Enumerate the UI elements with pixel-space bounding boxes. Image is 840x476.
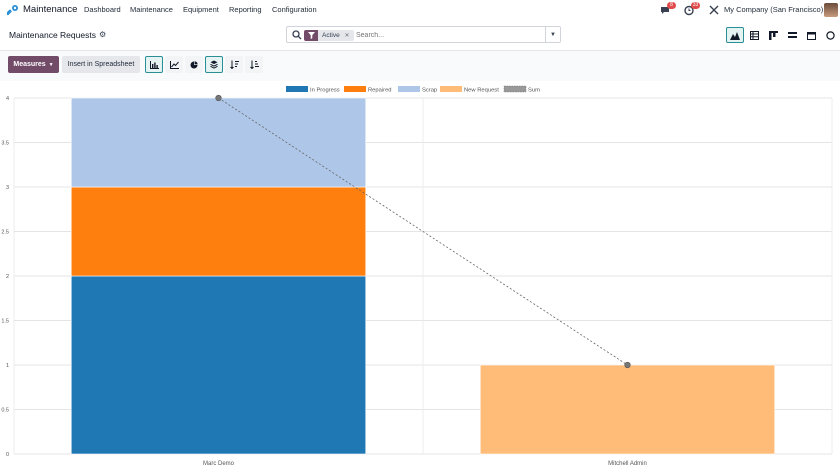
menu-reporting[interactable]: Reporting: [229, 5, 262, 14]
y-tick-label: 1.5: [1, 319, 9, 325]
legend-label: New Request: [464, 88, 499, 94]
chat-icon: [661, 7, 669, 14]
maintenance-app-icon[interactable]: [7, 4, 19, 16]
y-tick-label: 4: [6, 96, 9, 102]
activities-button[interactable]: 33: [684, 2, 700, 18]
user-avatar[interactable]: [824, 3, 838, 17]
legend-label: Sum: [528, 88, 540, 94]
search-options-toggle[interactable]: ▼: [545, 27, 560, 42]
measures-button[interactable]: Measures ▼: [8, 56, 59, 73]
clock-icon: [684, 5, 694, 16]
line-chart-icon: [169, 60, 179, 69]
y-tick-label: 3: [6, 185, 9, 191]
list-icon: [787, 31, 797, 38]
bar-segment: [70, 275, 367, 455]
page-title[interactable]: Maintenance Requests: [9, 30, 96, 40]
y-tick-label: 1: [6, 363, 9, 369]
search-input[interactable]: [356, 30, 541, 40]
filter-facet-label: Active: [322, 32, 340, 39]
search-icon: [292, 30, 302, 40]
sort-ascending-icon: [249, 60, 259, 69]
search-bar[interactable]: Active ✕ ▼: [286, 26, 561, 43]
calendar-icon: [806, 31, 816, 40]
bar-chart-icon: [149, 60, 159, 69]
legend-label: Repaired: [368, 88, 392, 94]
sum-point: [215, 94, 222, 102]
list-view-button[interactable]: [783, 27, 801, 43]
pie-chart-button[interactable]: [185, 56, 203, 73]
tools-icon[interactable]: [709, 5, 719, 15]
pie-chart-icon: [190, 60, 198, 68]
line-chart-button[interactable]: [165, 56, 183, 73]
y-tick-label: 0: [6, 452, 9, 458]
legend-swatch-sum: [503, 85, 527, 93]
legend-swatch: [440, 86, 462, 92]
measures-label: Measures: [13, 61, 46, 68]
area-chart-icon: [730, 31, 740, 40]
gear-icon[interactable]: ⚙: [99, 30, 107, 39]
filter-facet[interactable]: Active ✕: [304, 30, 354, 41]
insert-spreadsheet-label: Insert in Spreadsheet: [67, 61, 135, 68]
menu-equipment[interactable]: Equipment: [183, 5, 219, 14]
sort-ascending-button[interactable]: [245, 56, 263, 73]
x-tick-label: Marc Demo: [203, 461, 235, 467]
x-tick-label: Mitchell Admin: [608, 461, 647, 467]
calendar-view-button[interactable]: [802, 27, 820, 43]
legend-swatch: [398, 86, 420, 92]
sum-line: [218, 97, 628, 366]
insert-spreadsheet-button[interactable]: Insert in Spreadsheet: [62, 56, 140, 73]
menu-maintenance[interactable]: Maintenance: [130, 5, 173, 14]
y-tick-label: 3.5: [1, 141, 9, 147]
pivot-table-icon: [749, 30, 759, 40]
legend-label: In Progress: [310, 88, 340, 94]
kanban-icon: [768, 30, 778, 40]
stacked-button[interactable]: [205, 56, 223, 73]
activity-view-button[interactable]: [821, 27, 839, 43]
pivot-view-button[interactable]: [745, 27, 763, 43]
menu-dashboard[interactable]: Dashboard: [84, 5, 121, 14]
legend-swatch: [344, 86, 366, 92]
sort-descending-button[interactable]: [225, 56, 243, 73]
chart-area: 0 0.5 1 1.5 2 2.5 3 3.5 4 Marc Demo Mitchell Admin…: [0, 81, 840, 471]
messages-badge: 8: [667, 2, 676, 9]
kanban-view-button[interactable]: [764, 27, 782, 43]
filter-icon: [304, 30, 318, 41]
sort-descending-icon: [229, 60, 239, 69]
company-switcher[interactable]: My Company (San Francisco): [724, 5, 824, 14]
y-tick-label: 2.5: [1, 230, 9, 236]
messages-button[interactable]: 8: [660, 2, 676, 18]
bar-chart-button[interactable]: [145, 56, 163, 73]
graph-toolbar: Measures ▼ Insert in Spreadsheet: [0, 51, 840, 81]
sum-point: [624, 361, 631, 369]
app-name[interactable]: Maintenance: [23, 4, 78, 15]
bar-segment: [70, 97, 367, 188]
remove-facet-icon[interactable]: ✕: [344, 33, 350, 39]
y-tick-label: 0.5: [1, 408, 9, 414]
top-navbar: Maintenance Dashboard Maintenance Equipm…: [0, 0, 840, 20]
legend-label: Scrap: [422, 88, 437, 94]
stacked-bar-chart[interactable]: 0 0.5 1 1.5 2 2.5 3 3.5 4 Marc Demo Mitchell Admin…: [0, 81, 840, 471]
activities-badge: 33: [691, 2, 700, 9]
stacked-layers-icon: [210, 60, 218, 69]
control-panel: Maintenance Requests ⚙ Active ✕ ▼: [0, 20, 840, 51]
legend-swatch: [286, 86, 308, 92]
caret-down-icon: ▼: [48, 61, 54, 68]
activity-clock-icon: [825, 30, 835, 40]
graph-view-button[interactable]: [726, 27, 744, 43]
y-tick-label: 2: [6, 274, 9, 280]
menu-configuration[interactable]: Configuration: [272, 5, 317, 14]
bar-segment: [70, 186, 367, 277]
bar-segment: [479, 364, 776, 455]
